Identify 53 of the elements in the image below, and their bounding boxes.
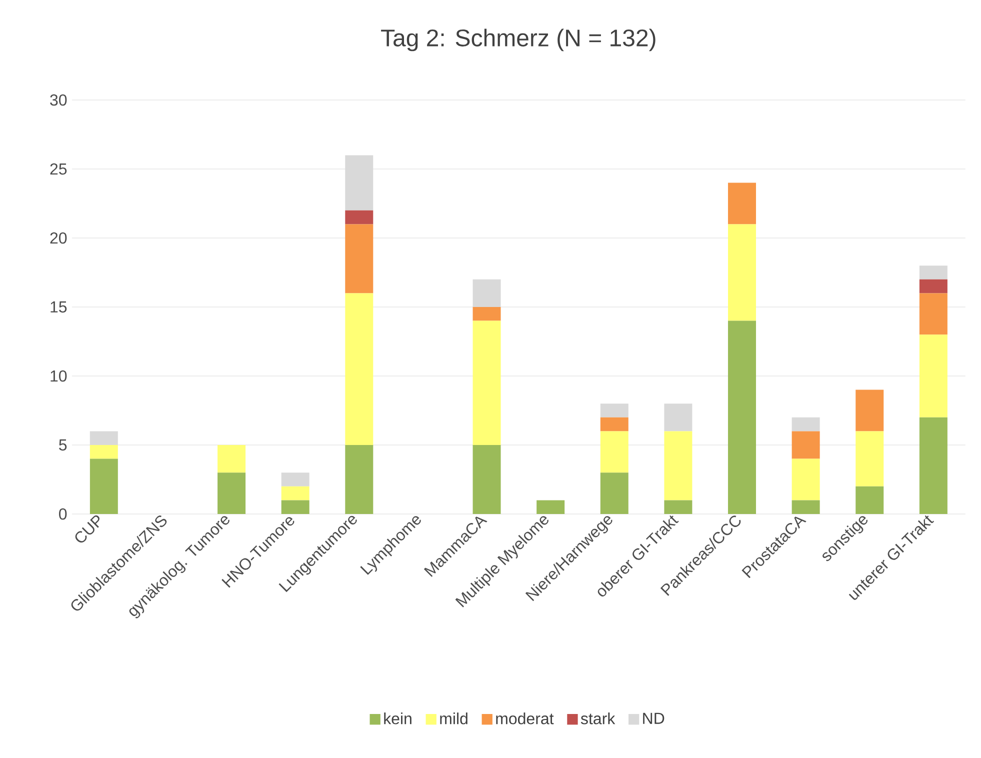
y-tick-label: 15 — [50, 301, 67, 313]
bar — [919, 279, 948, 294]
bar — [90, 458, 118, 514]
bar — [856, 431, 884, 486]
bar — [792, 431, 820, 459]
bar — [472, 279, 501, 308]
bar — [345, 445, 374, 514]
bar — [218, 472, 246, 514]
y-tick-label: 25 — [50, 163, 67, 175]
y-tick-label: 0 — [59, 508, 67, 520]
y-tick-label: 20 — [50, 232, 67, 244]
bar — [281, 486, 310, 500]
bar — [90, 431, 118, 446]
legend-label: stark — [580, 712, 616, 724]
legend-label: mild — [440, 712, 468, 724]
bar — [664, 404, 692, 432]
bar — [281, 500, 310, 514]
bar — [600, 417, 628, 432]
bar — [792, 500, 820, 514]
y-tick-label: 5 — [59, 439, 67, 451]
y-tick-label: 30 — [50, 94, 67, 106]
bar — [345, 210, 374, 224]
bar — [919, 293, 948, 335]
bar — [345, 155, 374, 210]
bar — [728, 320, 756, 514]
bar — [472, 320, 501, 446]
bar — [600, 431, 628, 473]
bar — [536, 500, 565, 514]
bar — [600, 472, 628, 514]
bar — [345, 293, 374, 446]
bar — [664, 431, 692, 500]
bar — [664, 500, 692, 514]
bar — [728, 224, 756, 321]
y-tick-label: 10 — [50, 370, 67, 382]
bar — [856, 486, 884, 514]
bar — [218, 445, 246, 473]
bar — [600, 404, 628, 418]
bar — [856, 390, 884, 432]
bar — [792, 458, 820, 500]
legend-label: ND — [643, 712, 664, 724]
bar — [919, 266, 948, 280]
bar — [792, 417, 820, 432]
bar — [90, 445, 118, 459]
bar — [472, 307, 501, 321]
bar — [728, 182, 756, 224]
bar — [919, 417, 948, 514]
bar — [281, 472, 310, 486]
chart-title: Tag 2: Schmerz (N = 132) — [381, 28, 656, 52]
bar — [345, 224, 374, 294]
legend-label: moderat — [496, 712, 554, 724]
bar — [919, 334, 948, 418]
bar — [472, 445, 501, 514]
legend-label: kein — [384, 712, 412, 724]
